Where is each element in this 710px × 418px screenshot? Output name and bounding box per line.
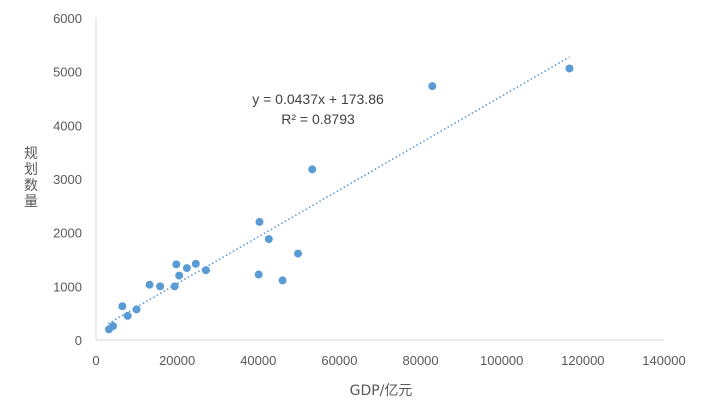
x-tick-label: 40000	[240, 353, 276, 368]
x-tick-label: 60000	[321, 353, 357, 368]
trendline	[107, 56, 570, 325]
data-point	[156, 282, 165, 291]
y-tick-label: 1000	[53, 279, 82, 294]
data-point	[254, 270, 263, 279]
data-point	[264, 235, 273, 244]
data-point	[182, 264, 191, 273]
x-tick-label: 80000	[402, 353, 438, 368]
data-point	[294, 249, 303, 258]
y-tick-label: 6000	[53, 11, 82, 26]
data-point	[109, 322, 118, 331]
data-point	[132, 305, 141, 314]
x-tick-label: 0	[92, 353, 99, 368]
data-points	[104, 64, 574, 334]
data-point	[145, 280, 154, 289]
x-tick-label: 120000	[561, 353, 604, 368]
y-axis-ticks: 0 1000 2000 3000 4000 5000 6000	[53, 11, 82, 348]
y-tick-label: 2000	[53, 226, 82, 241]
y-tick-label: 0	[75, 333, 82, 348]
y-axis-title: 规划数量	[24, 146, 38, 210]
x-tick-label: 20000	[159, 353, 195, 368]
data-point	[170, 282, 179, 291]
data-point	[255, 217, 264, 226]
y-tick-label: 5000	[53, 65, 82, 80]
r-squared-label: R² = 0.8793	[281, 111, 355, 127]
data-point	[428, 82, 437, 91]
plot-area: 0 20000 40000 60000 80000 100000 120000 140000 …	[53, 11, 686, 368]
data-point	[175, 271, 184, 280]
y-tick-label: 4000	[53, 118, 82, 133]
x-axis-title: GDP/亿元	[350, 383, 413, 399]
data-point	[201, 266, 210, 275]
data-point	[191, 259, 200, 268]
data-point	[118, 302, 127, 311]
x-tick-label: 140000	[642, 353, 685, 368]
data-point	[565, 64, 574, 73]
trendline-equation: y = 0.0437x + 173.86	[252, 91, 384, 107]
y-tick-label: 3000	[53, 172, 82, 187]
data-point	[278, 276, 287, 285]
data-point	[123, 311, 132, 320]
data-point	[308, 165, 317, 174]
data-point	[172, 260, 181, 269]
x-tick-label: 100000	[480, 353, 523, 368]
x-axis-ticks: 0 20000 40000 60000 80000 100000 120000 140000	[92, 353, 685, 368]
